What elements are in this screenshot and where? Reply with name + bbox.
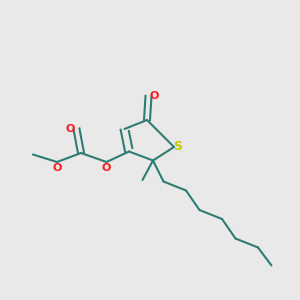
Text: O: O [149,91,159,101]
Text: O: O [102,163,111,173]
Text: O: O [65,124,75,134]
Text: O: O [52,163,62,173]
Text: S: S [173,140,182,153]
